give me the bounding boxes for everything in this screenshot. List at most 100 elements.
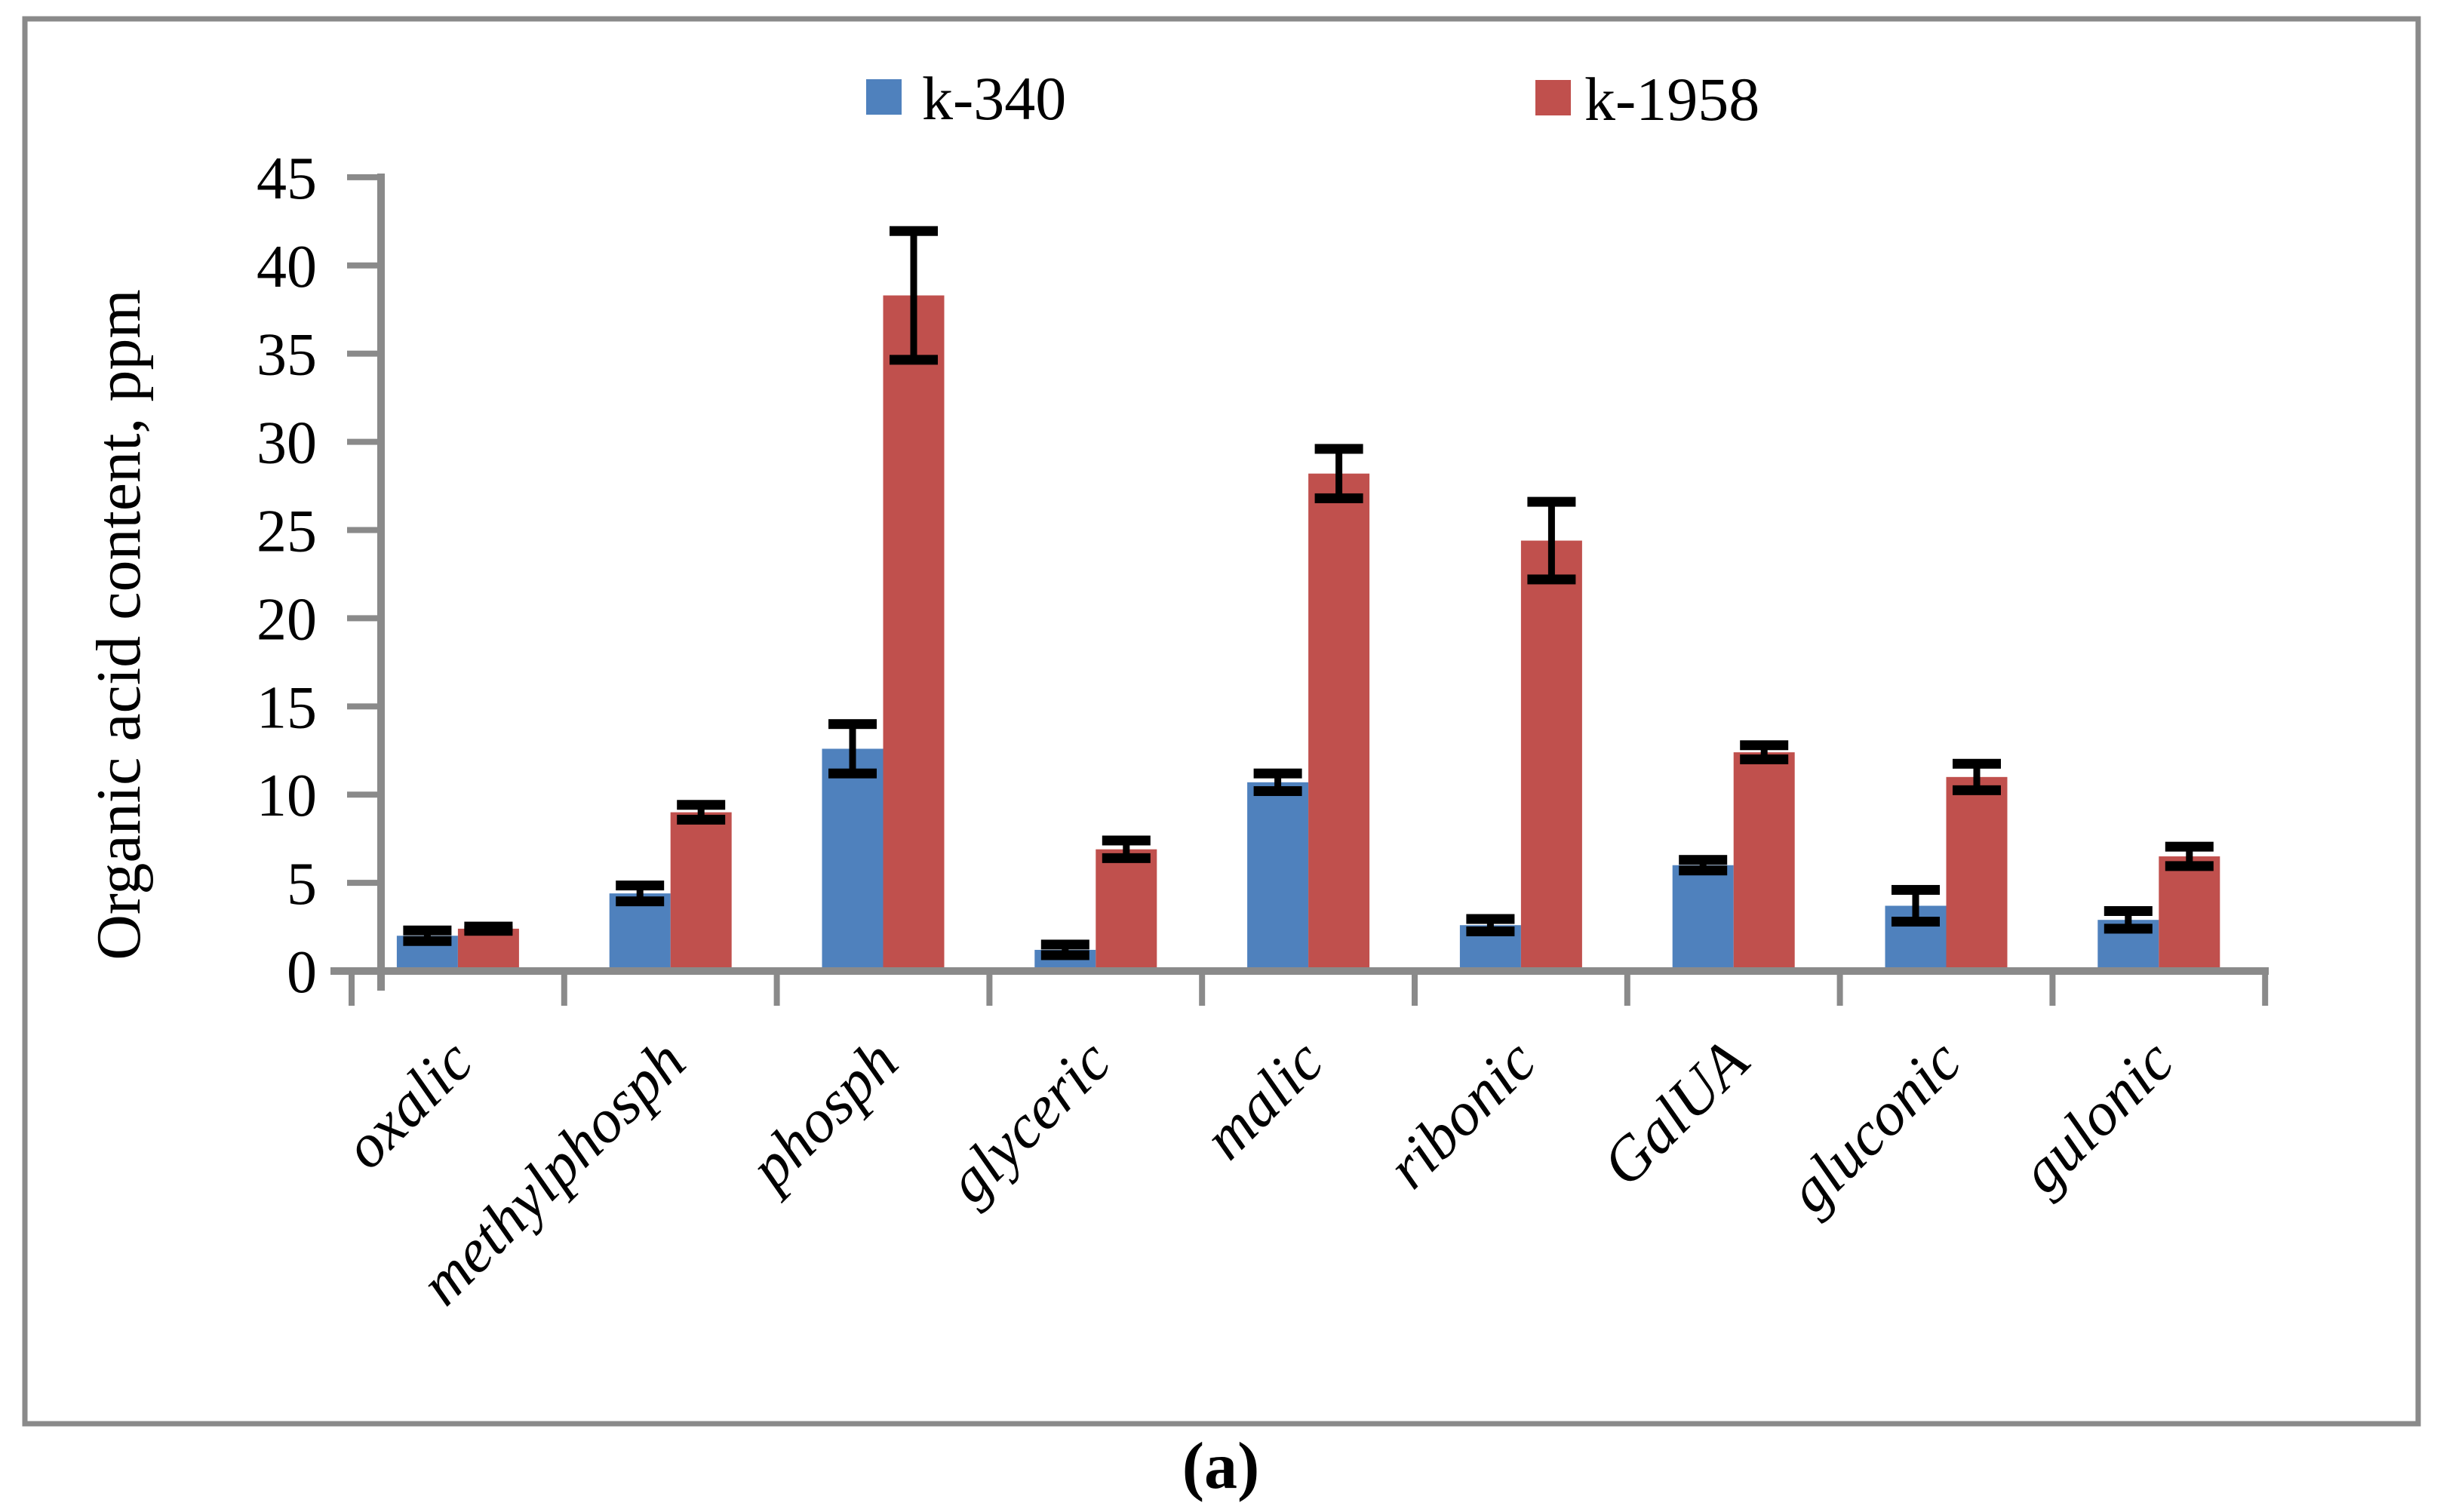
x-tick-mark (1624, 971, 1630, 1006)
bar-k-340-methylphosph (609, 893, 671, 971)
bar-k-340-phosph (822, 748, 884, 971)
y-tick-label: 5 (287, 851, 317, 917)
error-bar-k-340-malic (1253, 768, 1302, 797)
x-tick-mark (1836, 971, 1843, 1006)
error-bar-line (1912, 890, 1919, 922)
error-bar-line (1486, 919, 1494, 932)
y-tick-label: 15 (257, 675, 317, 741)
bar-k-1958-gulonic (2159, 856, 2220, 971)
bar-k-1958-malic (1308, 473, 1370, 971)
error-bar-line (1760, 745, 1768, 760)
y-tick-label: 35 (257, 322, 317, 389)
error-bar-cap-top (1740, 740, 1789, 751)
bar-k-1958-gluconic (1946, 776, 2008, 971)
error-bar-k-340-ribonic (1466, 914, 1515, 936)
y-axis-ticks: 0 5 10 15 20 25 30 35 40 45 (257, 146, 377, 1006)
error-bar-cap-top (1466, 914, 1515, 924)
error-bar-cap-top (1314, 444, 1363, 454)
error-bar-line (1274, 773, 1282, 791)
error-bar-cap-top (2165, 841, 2214, 852)
error-bar-k-340-GalUA (1679, 855, 1728, 876)
x-tick-mark (1199, 971, 1206, 1006)
y-tick-mark (347, 350, 377, 357)
bars-group (396, 226, 2220, 971)
error-bar-cap-bottom (1527, 574, 1576, 585)
error-bar-k-1958-oxalic (464, 921, 513, 936)
error-bar-line (697, 804, 705, 820)
legend-swatch-k340 (866, 79, 902, 115)
error-bar-k-340-methylphosph (616, 880, 665, 907)
error-bar-cap-top (1892, 884, 1940, 895)
x-tick-mark (986, 971, 993, 1006)
bar-k-340-malic (1247, 782, 1309, 971)
error-bar-cap-top (1040, 939, 1089, 950)
error-bar-cap-bottom (2165, 861, 2214, 871)
y-axis-title: Organic acid content, ppm (84, 289, 154, 960)
y-tick-label: 40 (257, 234, 317, 300)
x-axis-ticks (349, 971, 2269, 1006)
error-bar-cap-bottom (1953, 785, 2001, 795)
y-tick-mark (347, 262, 377, 269)
error-bar-cap-top (616, 880, 665, 891)
error-bar-line (849, 724, 856, 774)
error-bar-cap-top (1953, 758, 2001, 769)
error-bar-k-1958-GalUA (1740, 740, 1789, 764)
figure-caption: (a) (1182, 1430, 1260, 1503)
error-bar-cap-bottom (1253, 786, 1302, 797)
error-bar-line (1547, 502, 1555, 579)
error-bar-k-1958-malic (1314, 444, 1363, 503)
error-bar-cap-bottom (403, 936, 452, 946)
legend-swatch-k1958 (1535, 80, 1571, 115)
x-tick-mark (2049, 971, 2056, 1006)
error-bar-k-340-glyceric (1040, 939, 1089, 960)
error-bar-k-340-oxalic (403, 925, 452, 946)
y-axis-line (377, 174, 385, 991)
error-bar-k-1958-methylphosph (677, 800, 726, 825)
chart-border (22, 16, 2421, 1427)
error-bar-cap-bottom (828, 768, 877, 779)
bar-k-1958-methylphosph (670, 812, 732, 971)
x-tick-mark (2262, 971, 2269, 1006)
x-tick-mark (773, 971, 780, 1006)
bar-k-1958-phosph (883, 295, 945, 971)
x-tick-mark (561, 971, 567, 1006)
x-label-malic: malic (1191, 1026, 1336, 1172)
y-tick-label: 30 (257, 410, 317, 477)
y-tick-mark (347, 527, 377, 533)
bar-k-1958-ribonic (1520, 540, 1582, 971)
error-bar-cap-top (2104, 906, 2153, 917)
y-tick-mark (347, 791, 377, 798)
error-bar-k-1958-ribonic (1527, 496, 1576, 585)
y-tick-mark (347, 438, 377, 445)
x-label-ribonic: ribonic (1374, 1026, 1549, 1201)
bar-k-1958-oxalic (457, 928, 519, 971)
x-label-glyceric: glyceric (934, 1026, 1123, 1215)
error-bar-cap-bottom (1679, 865, 1728, 876)
x-axis-line (330, 967, 2269, 975)
y-tick-label: 0 (287, 939, 317, 1006)
error-bar-line (1062, 944, 1069, 955)
legend: k-340 k-1958 (866, 64, 1759, 134)
error-bar-cap-bottom (677, 814, 726, 825)
bar-k-1958-GalUA (1733, 752, 1795, 971)
x-tick-mark (1412, 971, 1418, 1006)
error-bar-line (1123, 840, 1130, 859)
error-bar-cap-top (1253, 768, 1302, 779)
x-label-gulonic: gulonic (2007, 1026, 2187, 1206)
error-bar-line (1335, 448, 1343, 499)
error-bar-line (2186, 847, 2193, 866)
bar-k-340-GalUA (1672, 865, 1734, 971)
x-label-oxalic: oxalic (330, 1026, 486, 1182)
y-tick-label: 25 (257, 499, 317, 565)
error-bar-cap-bottom (1892, 917, 1940, 927)
error-bar-k-1958-gulonic (2165, 841, 2214, 871)
error-bar-k-1958-glyceric (1102, 835, 1151, 863)
y-tick-mark (347, 880, 377, 887)
error-bar-k-1958-gluconic (1953, 758, 2001, 795)
error-bar-cap-bottom (464, 926, 513, 936)
error-bar-k-340-phosph (828, 719, 877, 779)
x-tick-mark (349, 971, 355, 1006)
x-label-phosph: phosph (733, 1026, 911, 1203)
